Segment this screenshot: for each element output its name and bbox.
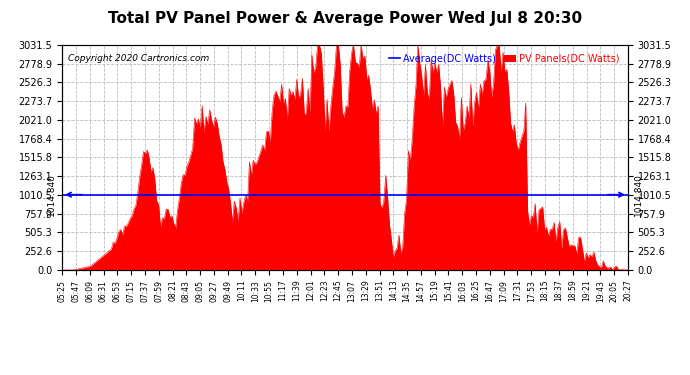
- Text: Total PV Panel Power & Average Power Wed Jul 8 20:30: Total PV Panel Power & Average Power Wed…: [108, 11, 582, 26]
- Legend: Average(DC Watts), PV Panels(DC Watts): Average(DC Watts), PV Panels(DC Watts): [385, 50, 623, 68]
- Text: 1014.840: 1014.840: [48, 173, 57, 216]
- Text: 1014.840: 1014.840: [633, 173, 642, 216]
- Text: Copyright 2020 Cartronics.com: Copyright 2020 Cartronics.com: [68, 54, 209, 63]
